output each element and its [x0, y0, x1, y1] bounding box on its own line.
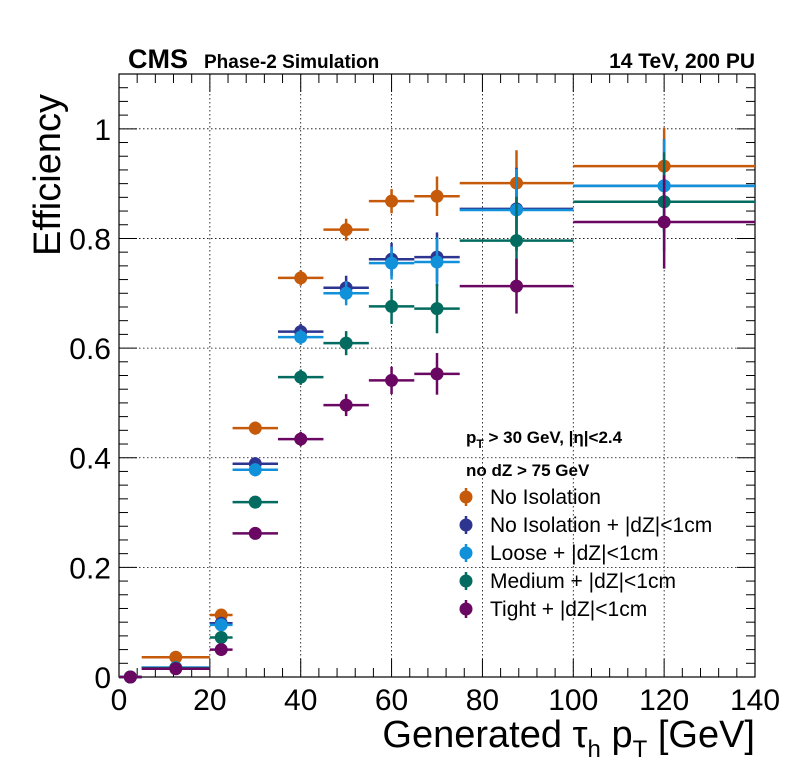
x-tick-label: 40 — [284, 684, 317, 717]
legend-entry: No Isolation + |dZ|<1cm — [459, 514, 712, 537]
series-5 — [119, 175, 755, 684]
data-point — [430, 255, 444, 269]
data-point — [657, 215, 671, 229]
x-axis-title-end: [GeV] — [647, 714, 755, 756]
data-point — [339, 223, 353, 237]
data-point — [385, 256, 399, 270]
x-tick-label: 100 — [548, 684, 598, 717]
data-point — [294, 330, 308, 344]
data-point — [385, 373, 399, 387]
x-tick-label: 0 — [111, 684, 128, 717]
legend-entry: Tight + |dZ|<1cm — [459, 598, 647, 621]
data-point — [339, 398, 353, 412]
series-4 — [119, 152, 755, 684]
cut-label-1: pT > 30 GeV, |η|<2.4 — [466, 428, 623, 451]
data-point — [169, 662, 183, 676]
data-point — [123, 670, 137, 684]
axis-ticks — [118, 73, 756, 678]
data-point — [214, 618, 228, 632]
data-point — [248, 495, 262, 509]
legend-marker — [459, 602, 473, 616]
y-axis-title: Efficiency — [27, 94, 69, 256]
cut-label-1-rest: > 30 GeV, |η|<2.4 — [484, 428, 623, 447]
axis-tick-labels: 0 20 40 60 80 100 120 140 0 0.2 0.4 0.6 0.8 1 — [69, 114, 780, 717]
legend-marker — [459, 546, 473, 560]
y-tick-label: 0.4 — [69, 443, 111, 476]
x-tick-label: 140 — [730, 684, 780, 717]
y-tick-label: 0 — [94, 662, 111, 695]
legend-label: Tight + |dZ|<1cm — [490, 598, 647, 621]
data-point — [294, 271, 308, 285]
x-tick-label: 20 — [193, 684, 226, 717]
x-tick-label: 80 — [466, 684, 499, 717]
x-axis-title-sub2: T — [633, 736, 648, 763]
y-tick-label: 1 — [94, 114, 111, 147]
experiment-label: CMS — [128, 44, 188, 74]
data-point — [510, 279, 523, 293]
data-point — [248, 526, 262, 540]
series-1 — [119, 127, 755, 684]
data-point — [294, 432, 308, 446]
data-point — [385, 194, 399, 208]
data-point — [248, 463, 262, 477]
x-axis-title: Generated τh pT [GeV] — [382, 714, 755, 763]
legend-label: Loose + |dZ|<1cm — [490, 542, 659, 565]
y-tick-label: 0.6 — [69, 333, 111, 366]
data-point — [385, 299, 399, 313]
legend-marker — [459, 574, 473, 588]
data-point — [248, 421, 262, 435]
cut-label-1-sub: T — [476, 437, 484, 451]
y-tick-label: 0.2 — [69, 552, 111, 585]
legend-label: Medium + |dZ|<1cm — [490, 570, 676, 593]
legend: No Isolation No Isolation + |dZ|<1cm Loose… — [459, 486, 712, 621]
data-point — [339, 286, 353, 300]
legend-entry: Loose + |dZ|<1cm — [459, 542, 659, 565]
data-series — [119, 127, 755, 684]
cut-label-2: no dZ > 75 GeV — [466, 461, 590, 480]
data-point — [339, 336, 353, 350]
data-point — [214, 631, 228, 645]
status-label: Phase-2 Simulation — [204, 52, 379, 73]
legend-label: No Isolation + |dZ|<1cm — [490, 514, 712, 537]
energy-label: 14 TeV, 200 PU — [609, 50, 755, 73]
data-point — [430, 367, 444, 381]
data-point — [430, 302, 444, 316]
y-tick-label: 0.8 — [69, 223, 111, 256]
x-axis-title-main: Generated τ — [382, 714, 587, 756]
legend-marker — [459, 490, 473, 504]
legend-entry: Medium + |dZ|<1cm — [459, 570, 676, 593]
x-tick-label: 120 — [639, 684, 689, 717]
data-point — [510, 234, 523, 248]
x-tick-label: 60 — [375, 684, 408, 717]
data-point — [214, 643, 228, 657]
cut-label-1-p: p — [466, 428, 476, 447]
x-axis-title-mid: p — [601, 714, 633, 756]
x-axis-title-sub1: h — [588, 736, 601, 763]
data-point — [294, 370, 308, 384]
legend-entry: No Isolation — [459, 486, 601, 509]
legend-marker — [459, 518, 473, 532]
legend-label: No Isolation — [490, 486, 601, 509]
data-point — [430, 189, 444, 203]
data-point — [169, 650, 183, 664]
